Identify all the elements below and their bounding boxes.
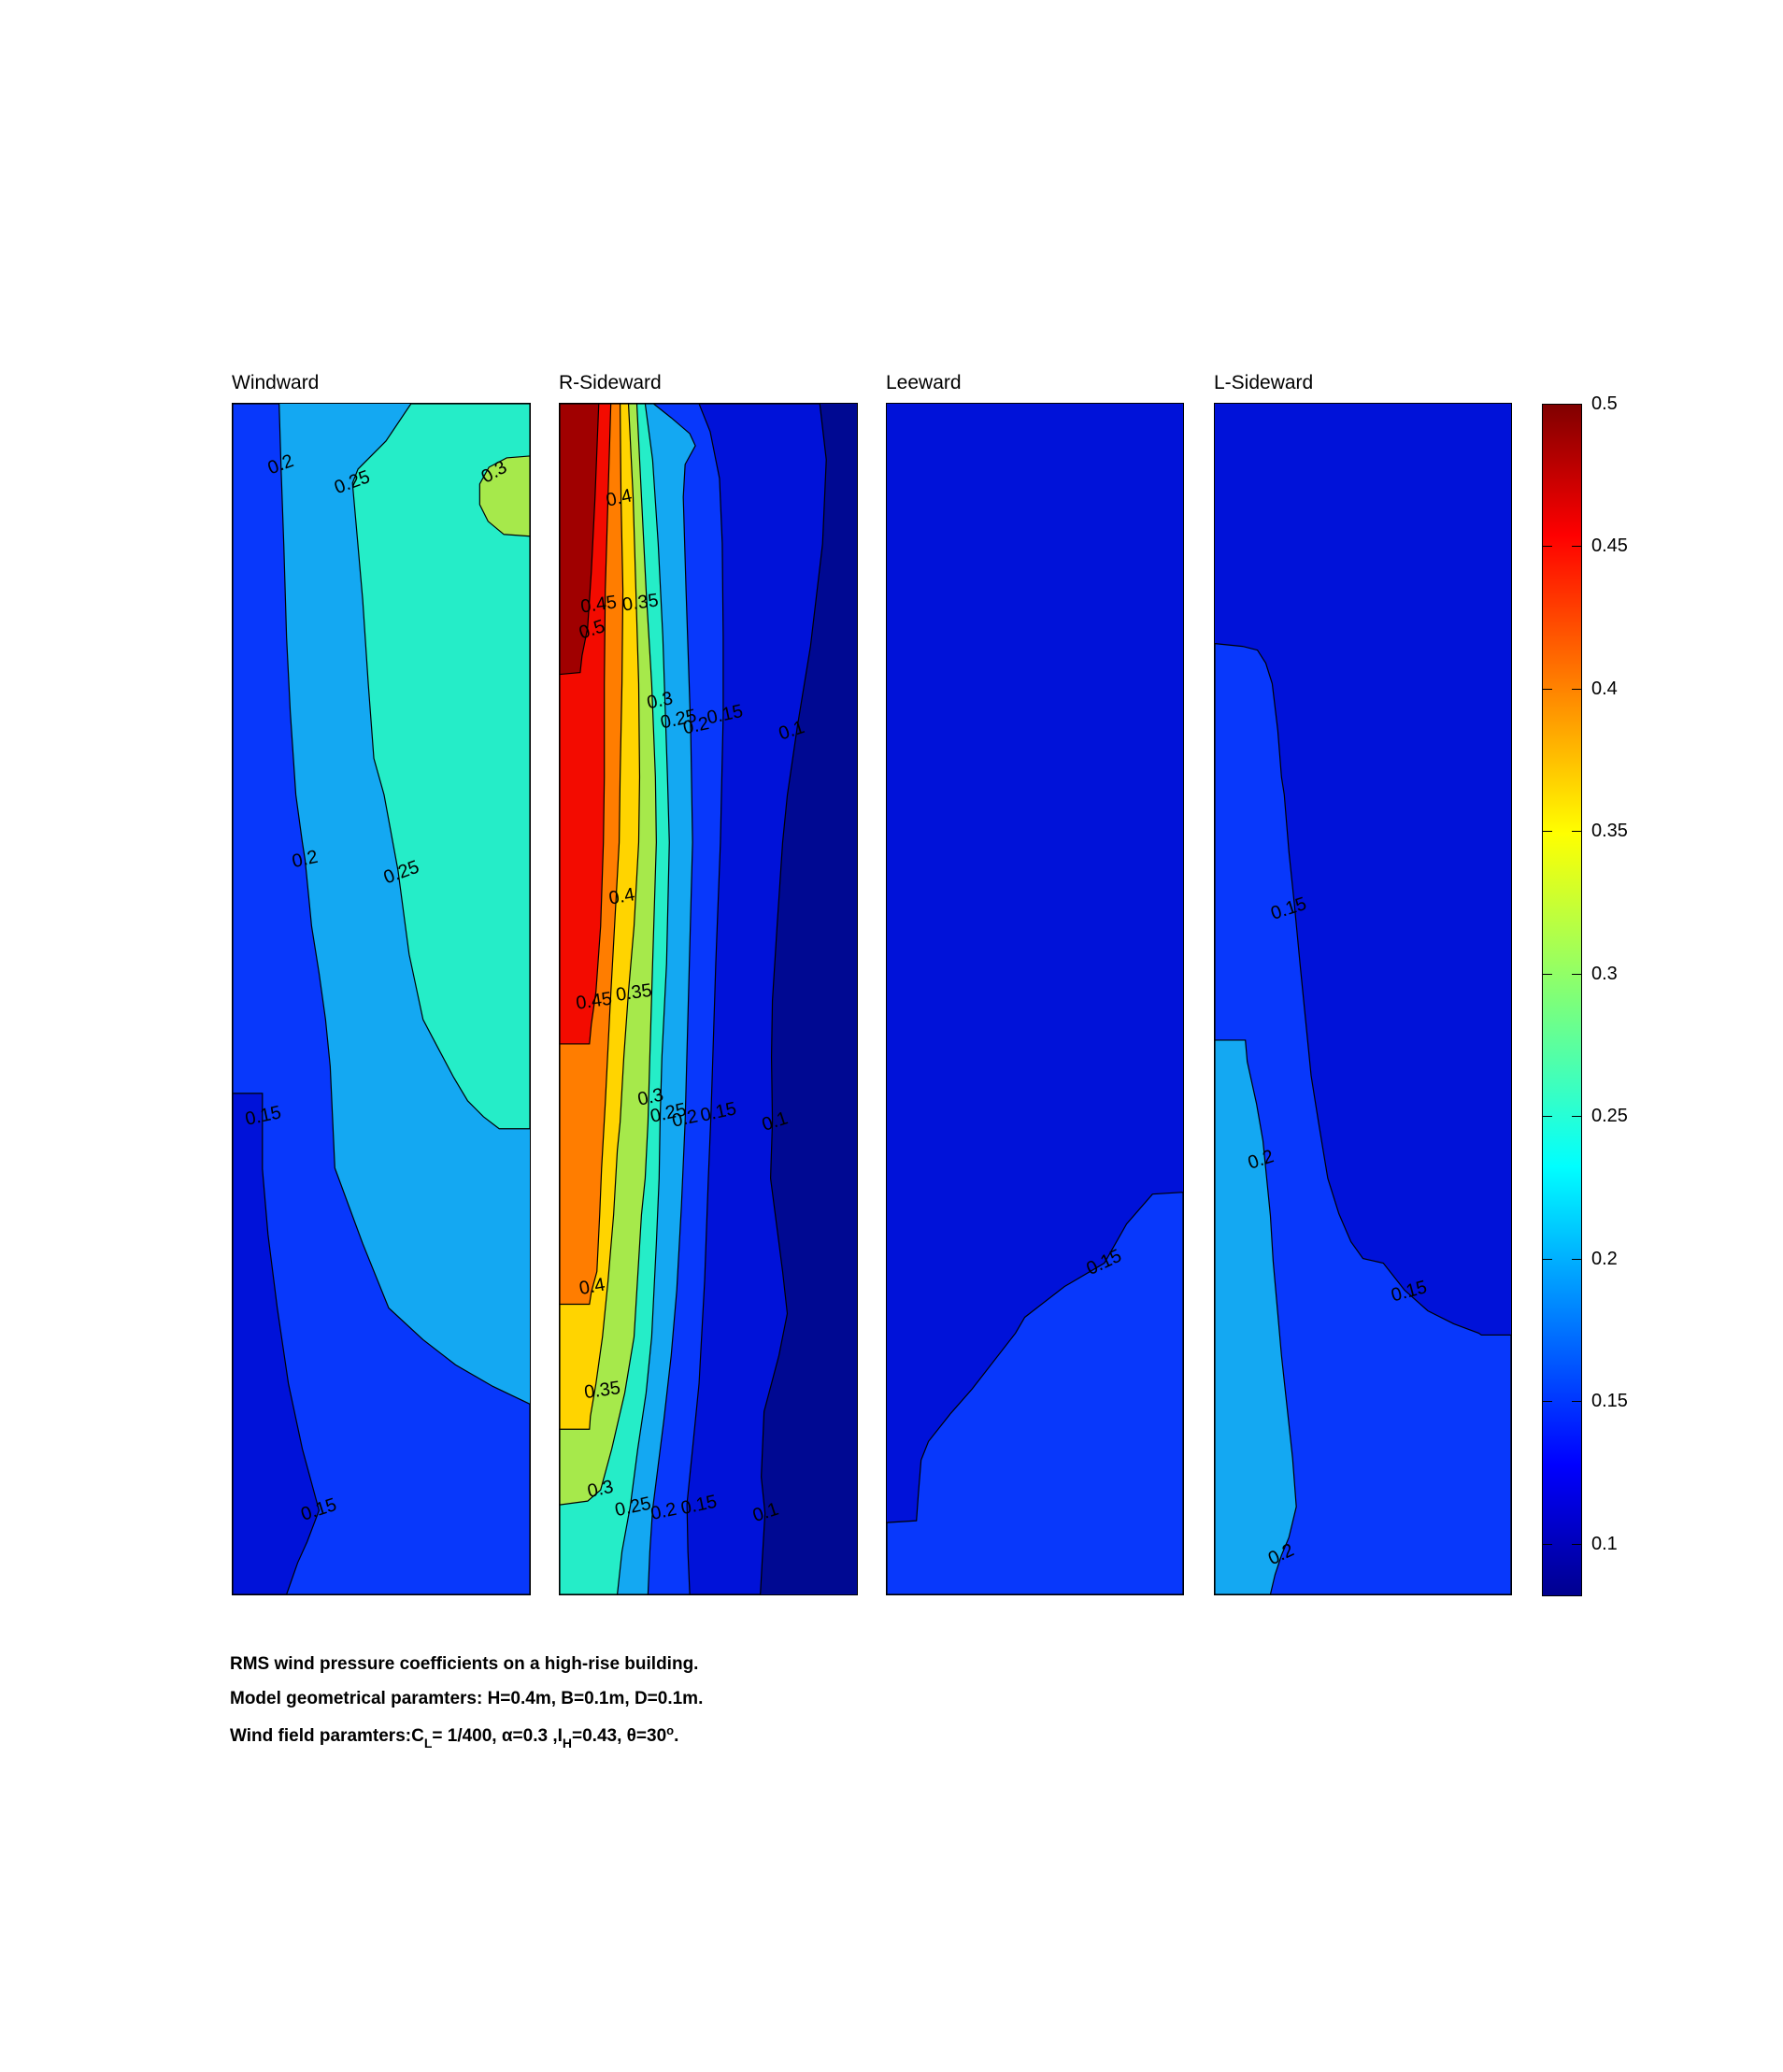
contour-panel-r-sideward: 0.4 0.45 0.35 0.5 0.3 0.25 0.2 0.15 0.1 0.4 0.45 0.… <box>559 403 858 1595</box>
colorbar-tick <box>1572 1544 1581 1545</box>
contour-band-b015_020 <box>1215 644 1511 1594</box>
contour-panel-windward: 0.2 0.25 0.3 0.2 0.25 0.15 0.15 <box>232 403 531 1595</box>
caption-line-3-text: = 1/400, <box>432 1726 502 1746</box>
colorbar-tick-label: 0.35 <box>1591 821 1628 841</box>
caption-line-2: Model geometrical paramters: H=0.4m, B=0… <box>230 1689 704 1708</box>
contour-panel-leeward: 0.15 <box>886 403 1184 1595</box>
panel-title-r-sideward: R-Sideward <box>559 372 662 393</box>
contour-band-gt050 <box>560 404 599 675</box>
caption-line-3-text: Wind field paramters:C <box>230 1726 424 1746</box>
contour-plot-windward: 0.20.25 0.30.2 0.250.150.15 <box>233 404 530 1594</box>
colorbar-tick-label: 0.4 <box>1591 679 1618 699</box>
colorbar-tick <box>1543 404 1552 405</box>
colorbar-tick <box>1543 1116 1552 1117</box>
contour-label: 0.4 <box>578 1275 606 1300</box>
colorbar-tick <box>1572 831 1581 832</box>
colorbar-tick <box>1572 1259 1581 1260</box>
panel-title-leeward: Leeward <box>886 372 962 393</box>
colorbar-tick-label: 0.2 <box>1591 1249 1618 1269</box>
contour-band-b015_020 <box>887 1193 1183 1594</box>
contour-label: 0.4 <box>607 884 636 909</box>
caption-line-3-text: θ=30 <box>626 1726 667 1746</box>
colorbar-tick <box>1543 1401 1552 1402</box>
contour-band-b025_030 <box>352 404 530 1129</box>
colorbar-tick <box>1572 1401 1581 1402</box>
panel-title-windward: Windward <box>232 372 320 393</box>
contour-plot-leeward: 0.15 <box>887 404 1183 1594</box>
caption-line-1: RMS wind pressure coefficients on a high… <box>230 1654 699 1674</box>
colorbar-tick <box>1543 1544 1552 1545</box>
colorbar-tick <box>1543 689 1552 690</box>
contour-label: 0.35 <box>621 590 660 615</box>
caption-line-3-text: α=0.3 ,I <box>501 1726 563 1746</box>
caption-line-3-text: =0.43, <box>572 1726 627 1746</box>
colorbar <box>1542 404 1582 1596</box>
colorbar-tick-label: 0.45 <box>1591 536 1628 556</box>
contour-band-b015_020 <box>233 404 530 1594</box>
colorbar-tick-label: 0.1 <box>1591 1534 1618 1554</box>
colorbar-tick <box>1543 974 1552 975</box>
colorbar-tick <box>1572 1116 1581 1117</box>
contour-label: 0.35 <box>583 1378 621 1403</box>
colorbar-tick <box>1543 831 1552 832</box>
colorbar-tick <box>1543 546 1552 547</box>
colorbar-tick-label: 0.5 <box>1591 393 1618 414</box>
contour-band-b020_025 <box>1215 1040 1296 1594</box>
contour-band-b010_015 <box>233 1093 319 1594</box>
contour-label: 0.45 <box>579 592 618 617</box>
colorbar-tick <box>1572 404 1581 405</box>
contour-panel-l-sideward: 0.15 0.2 0.15 0.2 <box>1214 403 1512 1595</box>
contour-plot-l-sideward: 0.150.20.150.2 <box>1215 404 1511 1594</box>
caption-sub-L: L <box>423 1736 433 1750</box>
colorbar-tick <box>1572 974 1581 975</box>
caption-sub-H: H <box>562 1736 573 1750</box>
contour-label: 0.45 <box>575 989 613 1014</box>
caption-line-3: Wind field paramters:CL= 1/400, α=0.3 ,I… <box>230 1723 678 1750</box>
colorbar-tick <box>1572 546 1581 547</box>
colorbar-tick-label: 0.3 <box>1591 964 1618 984</box>
contour-band-b030_035 <box>479 456 530 536</box>
contour-plot-r-sideward: 0.40.45 0.350.50.30.250.20.150.10.40.45 0.… <box>560 404 857 1594</box>
contour-label: 0.35 <box>615 980 653 1006</box>
colorbar-tick-label: 0.15 <box>1591 1391 1628 1411</box>
colorbar-tick <box>1572 689 1581 690</box>
panel-title-l-sideward: L-Sideward <box>1214 372 1314 393</box>
caption-line-3-text: . <box>674 1726 679 1746</box>
caption-sup-deg: o <box>666 1723 675 1737</box>
colorbar-tick-label: 0.25 <box>1591 1106 1628 1126</box>
colorbar-tick <box>1543 1259 1552 1260</box>
